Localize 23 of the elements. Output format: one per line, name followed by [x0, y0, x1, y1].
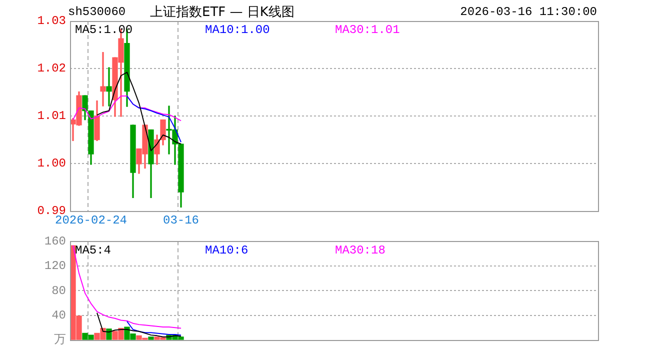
y-tick-label: 1.00 — [37, 156, 66, 171]
candlestick — [106, 67, 112, 106]
text: MA30:18 — [335, 243, 386, 258]
x-tick-label: 03-16 — [162, 213, 200, 228]
text: MA5:4 — [75, 243, 112, 258]
y-tick-label: 1.02 — [37, 62, 66, 76]
y-tick-label: 120 — [44, 259, 66, 274]
y-tick-label: 40 — [52, 308, 66, 322]
y-tick-label: 1.03 — [37, 14, 66, 28]
text: 2026-03-16 11:30:00 — [460, 5, 597, 19]
y-tick-label: 万 — [54, 333, 66, 348]
text: MA10:1.00 — [205, 23, 270, 38]
text: MA30:1.01 — [335, 23, 400, 38]
text: MA5:1.00 — [75, 23, 133, 38]
y-tick-label: 160 — [44, 234, 66, 248]
y-tick-label: 1.01 — [37, 109, 66, 124]
text: MA10:6 — [205, 243, 248, 258]
candlestick — [100, 52, 106, 106]
y-tick-label: 80 — [52, 284, 66, 298]
chart-title: 上证指数ETF — 日K线图 — [150, 4, 294, 21]
bar — [106, 328, 112, 340]
text: sh530060 — [68, 5, 126, 19]
bar — [148, 336, 154, 340]
